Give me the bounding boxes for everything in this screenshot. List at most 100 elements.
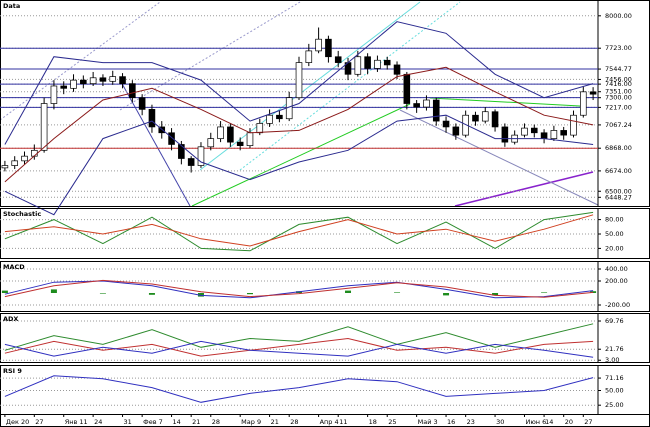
candle-body [187,158,195,166]
y-tick-label: 7217.00 [605,103,632,111]
histogram-bar [394,292,401,293]
x-tick-label: Май 3 [418,418,438,426]
candle-body [432,99,440,122]
y-tick-label: 200.00 [605,277,628,285]
y-tick-label: 6448.27 [605,193,632,201]
candle-body [60,85,68,89]
candle-body [227,126,234,143]
y-tick-label: 7544.77 [605,65,632,73]
candle-body [266,114,273,124]
histogram-bar [246,293,253,295]
candle-body [89,77,97,84]
histogram-bar [99,293,106,294]
candle-body [236,141,244,146]
indicator-line [4,279,594,298]
candle-body [364,56,371,69]
candle-body [50,85,58,104]
x-tick-label: 23 [467,418,475,426]
indicator-line [4,337,594,357]
candle-body [246,132,254,146]
indicator-line [4,66,594,183]
trend-line [0,1,161,121]
x-tick-label: Мар 9 [241,418,261,426]
candle-body [168,132,175,145]
candle-body [1,165,9,169]
candle-body [256,123,264,134]
panel-label: ADX [3,315,18,323]
y-tick-label: 71.16 [605,374,624,382]
candle-body [540,132,548,139]
candle-body [178,144,185,159]
y-tick-label: 7416.00 [605,80,632,88]
y-tick-label: 21.76 [605,345,624,353]
candle-body [550,130,558,139]
histogram-bar [345,290,352,293]
candle-body [109,76,117,82]
y-tick-label: 80.00 [605,216,624,224]
x-tick-label: 28 [290,418,298,426]
trend-line [399,109,599,206]
y-tick-label: 6500.00 [605,187,632,195]
candle-body [374,59,381,69]
candle-body [472,114,479,122]
y-tick-label: -200.00 [605,301,630,309]
y-tick-label: 7456.00 [605,75,632,83]
panel-label: Stochastic [3,210,41,218]
x-tick-label: 20 [565,418,573,426]
y-tick-label: 7351.00 [605,88,632,96]
x-tick-label: 31 [124,418,132,426]
candle-body [99,77,107,82]
candle-body [80,79,87,84]
candle-body [589,91,597,95]
indicator-line [4,211,594,252]
candle-body [462,114,469,136]
histogram-bar [50,289,57,293]
y-tick-label: 69.76 [605,317,624,325]
x-tick-label: 14 [173,418,181,426]
x-tick-label: 21 [271,418,279,426]
candle-body [207,138,215,148]
y-tick-label: 7300.00 [605,94,632,102]
x-tick-label: Янв 11 [65,418,88,426]
candle-body [334,56,342,63]
trend-line [119,1,301,111]
x-tick-label: 11 [339,418,347,426]
candle-body [501,126,509,143]
panel-label: Data [3,2,20,10]
x-tick-label: 18 [369,418,377,426]
candle-body [452,126,460,136]
candle-body [217,126,224,139]
y-tick-label: 3.00 [605,356,619,364]
candle-body [354,56,362,75]
candle-body [21,155,28,162]
y-tick-label: 7067.24 [605,121,632,129]
panel-label: RSI 9 [3,367,22,375]
candle-body [305,50,313,63]
y-tick-label: 7723.00 [605,44,632,52]
candle-body [530,127,538,134]
y-tick-label: 400.00 [605,265,628,273]
indicator-line [4,340,594,358]
indicator-line [4,280,594,299]
candle-body [325,38,332,58]
y-tick-label: 25.00 [605,401,624,409]
y-tick-label: 6868.00 [605,144,632,152]
y-tick-label: 8000.00 [605,12,632,20]
trend-line [119,79,191,207]
histogram-bar [590,291,597,293]
x-tick-label: Дек 20 [6,418,29,426]
candle-body [560,130,567,136]
candle-body [570,114,577,136]
x-tick-label: 14 [545,418,553,426]
y-tick-label: 50.00 [605,387,624,395]
x-tick-label: Фев 7 [143,418,163,426]
candle-body [40,103,48,151]
indicator-line [4,375,594,403]
candle-body [491,111,499,128]
candle-body [70,79,77,89]
candle-body [393,64,401,75]
histogram-bar [492,293,499,296]
x-tick-label: 27 [584,418,592,426]
candle-body [129,83,136,99]
